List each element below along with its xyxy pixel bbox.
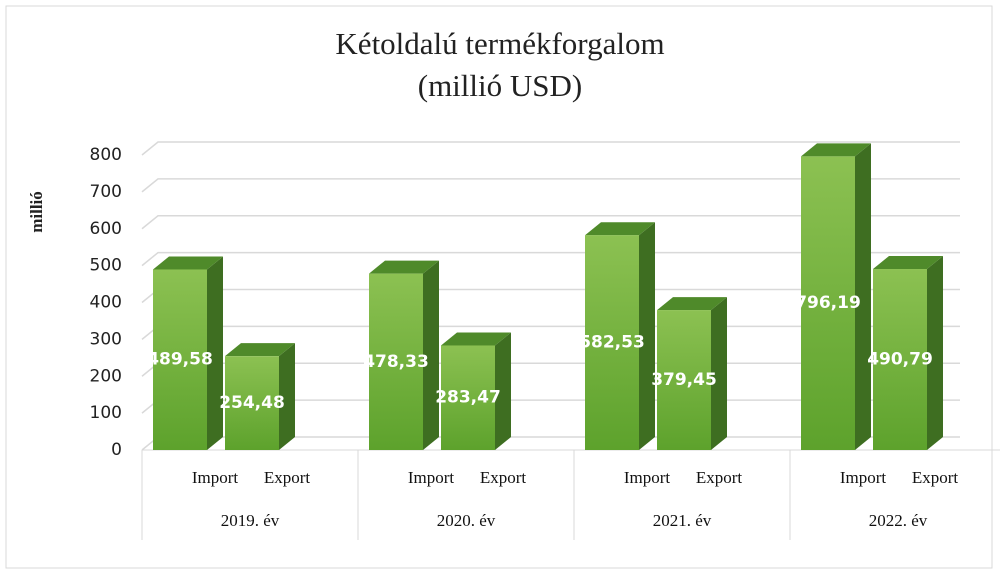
bar [153, 269, 207, 450]
x-tick-label: 2019. év [221, 511, 280, 530]
bar-side [711, 297, 727, 450]
value-label: 796,19 [795, 293, 861, 313]
value-label: 582,53 [579, 333, 645, 353]
bar [369, 273, 423, 450]
x-tick-label: 2021. év [653, 511, 712, 530]
series-label: Import [192, 468, 239, 487]
bar [657, 310, 711, 450]
grid-line [141, 141, 960, 156]
bar-side [855, 143, 871, 450]
bar [225, 356, 279, 450]
value-label: 490,79 [867, 350, 933, 370]
bar-side [927, 256, 943, 450]
bar-top [657, 297, 727, 311]
bar-top [225, 343, 295, 357]
bar [801, 156, 855, 450]
y-tick-label: 500 [90, 256, 122, 276]
y-tick-label: 700 [90, 182, 122, 202]
bar-top [585, 222, 655, 236]
y-tick-label: 100 [90, 403, 122, 423]
y-axis-label: millió [27, 191, 46, 233]
bar-top [873, 256, 943, 270]
x-tick-label: 2022. év [869, 511, 928, 530]
value-label: 283,47 [435, 388, 501, 408]
value-label: 254,48 [219, 393, 285, 413]
series-label: Export [480, 468, 527, 487]
y-tick-label: 600 [90, 219, 122, 239]
bar-side [495, 332, 511, 450]
grid-line [141, 178, 960, 193]
x-tick-label: 2020. év [437, 511, 496, 530]
series-label: Import [840, 468, 887, 487]
y-tick-label: 300 [90, 329, 122, 349]
y-tick-label: 0 [111, 440, 122, 460]
bar-top [153, 256, 223, 270]
y-tick-label: 800 [90, 145, 122, 165]
y-tick-label: 400 [90, 293, 122, 313]
chart-title: Kétoldalú termékforgalom [335, 26, 664, 61]
bar-top [369, 260, 439, 274]
bar-side [279, 343, 295, 450]
bar-side [423, 260, 439, 450]
series-label: Import [624, 468, 671, 487]
series-label: Import [408, 468, 455, 487]
bar [585, 235, 639, 450]
chart-subtitle: (millió USD) [418, 68, 582, 103]
series-label: Export [912, 468, 959, 487]
value-label: 489,58 [147, 350, 213, 370]
bar-side [639, 222, 655, 450]
bar [441, 345, 495, 450]
value-label: 379,45 [651, 370, 717, 390]
bar [873, 269, 927, 450]
value-label: 478,33 [363, 352, 429, 372]
y-tick-label: 200 [90, 366, 122, 386]
series-label: Export [264, 468, 311, 487]
grid-line [141, 215, 960, 230]
grid-line [141, 251, 960, 267]
series-label: Export [696, 468, 743, 487]
bar-top [441, 332, 511, 346]
bar-top [801, 143, 871, 157]
bar-side [207, 256, 223, 450]
